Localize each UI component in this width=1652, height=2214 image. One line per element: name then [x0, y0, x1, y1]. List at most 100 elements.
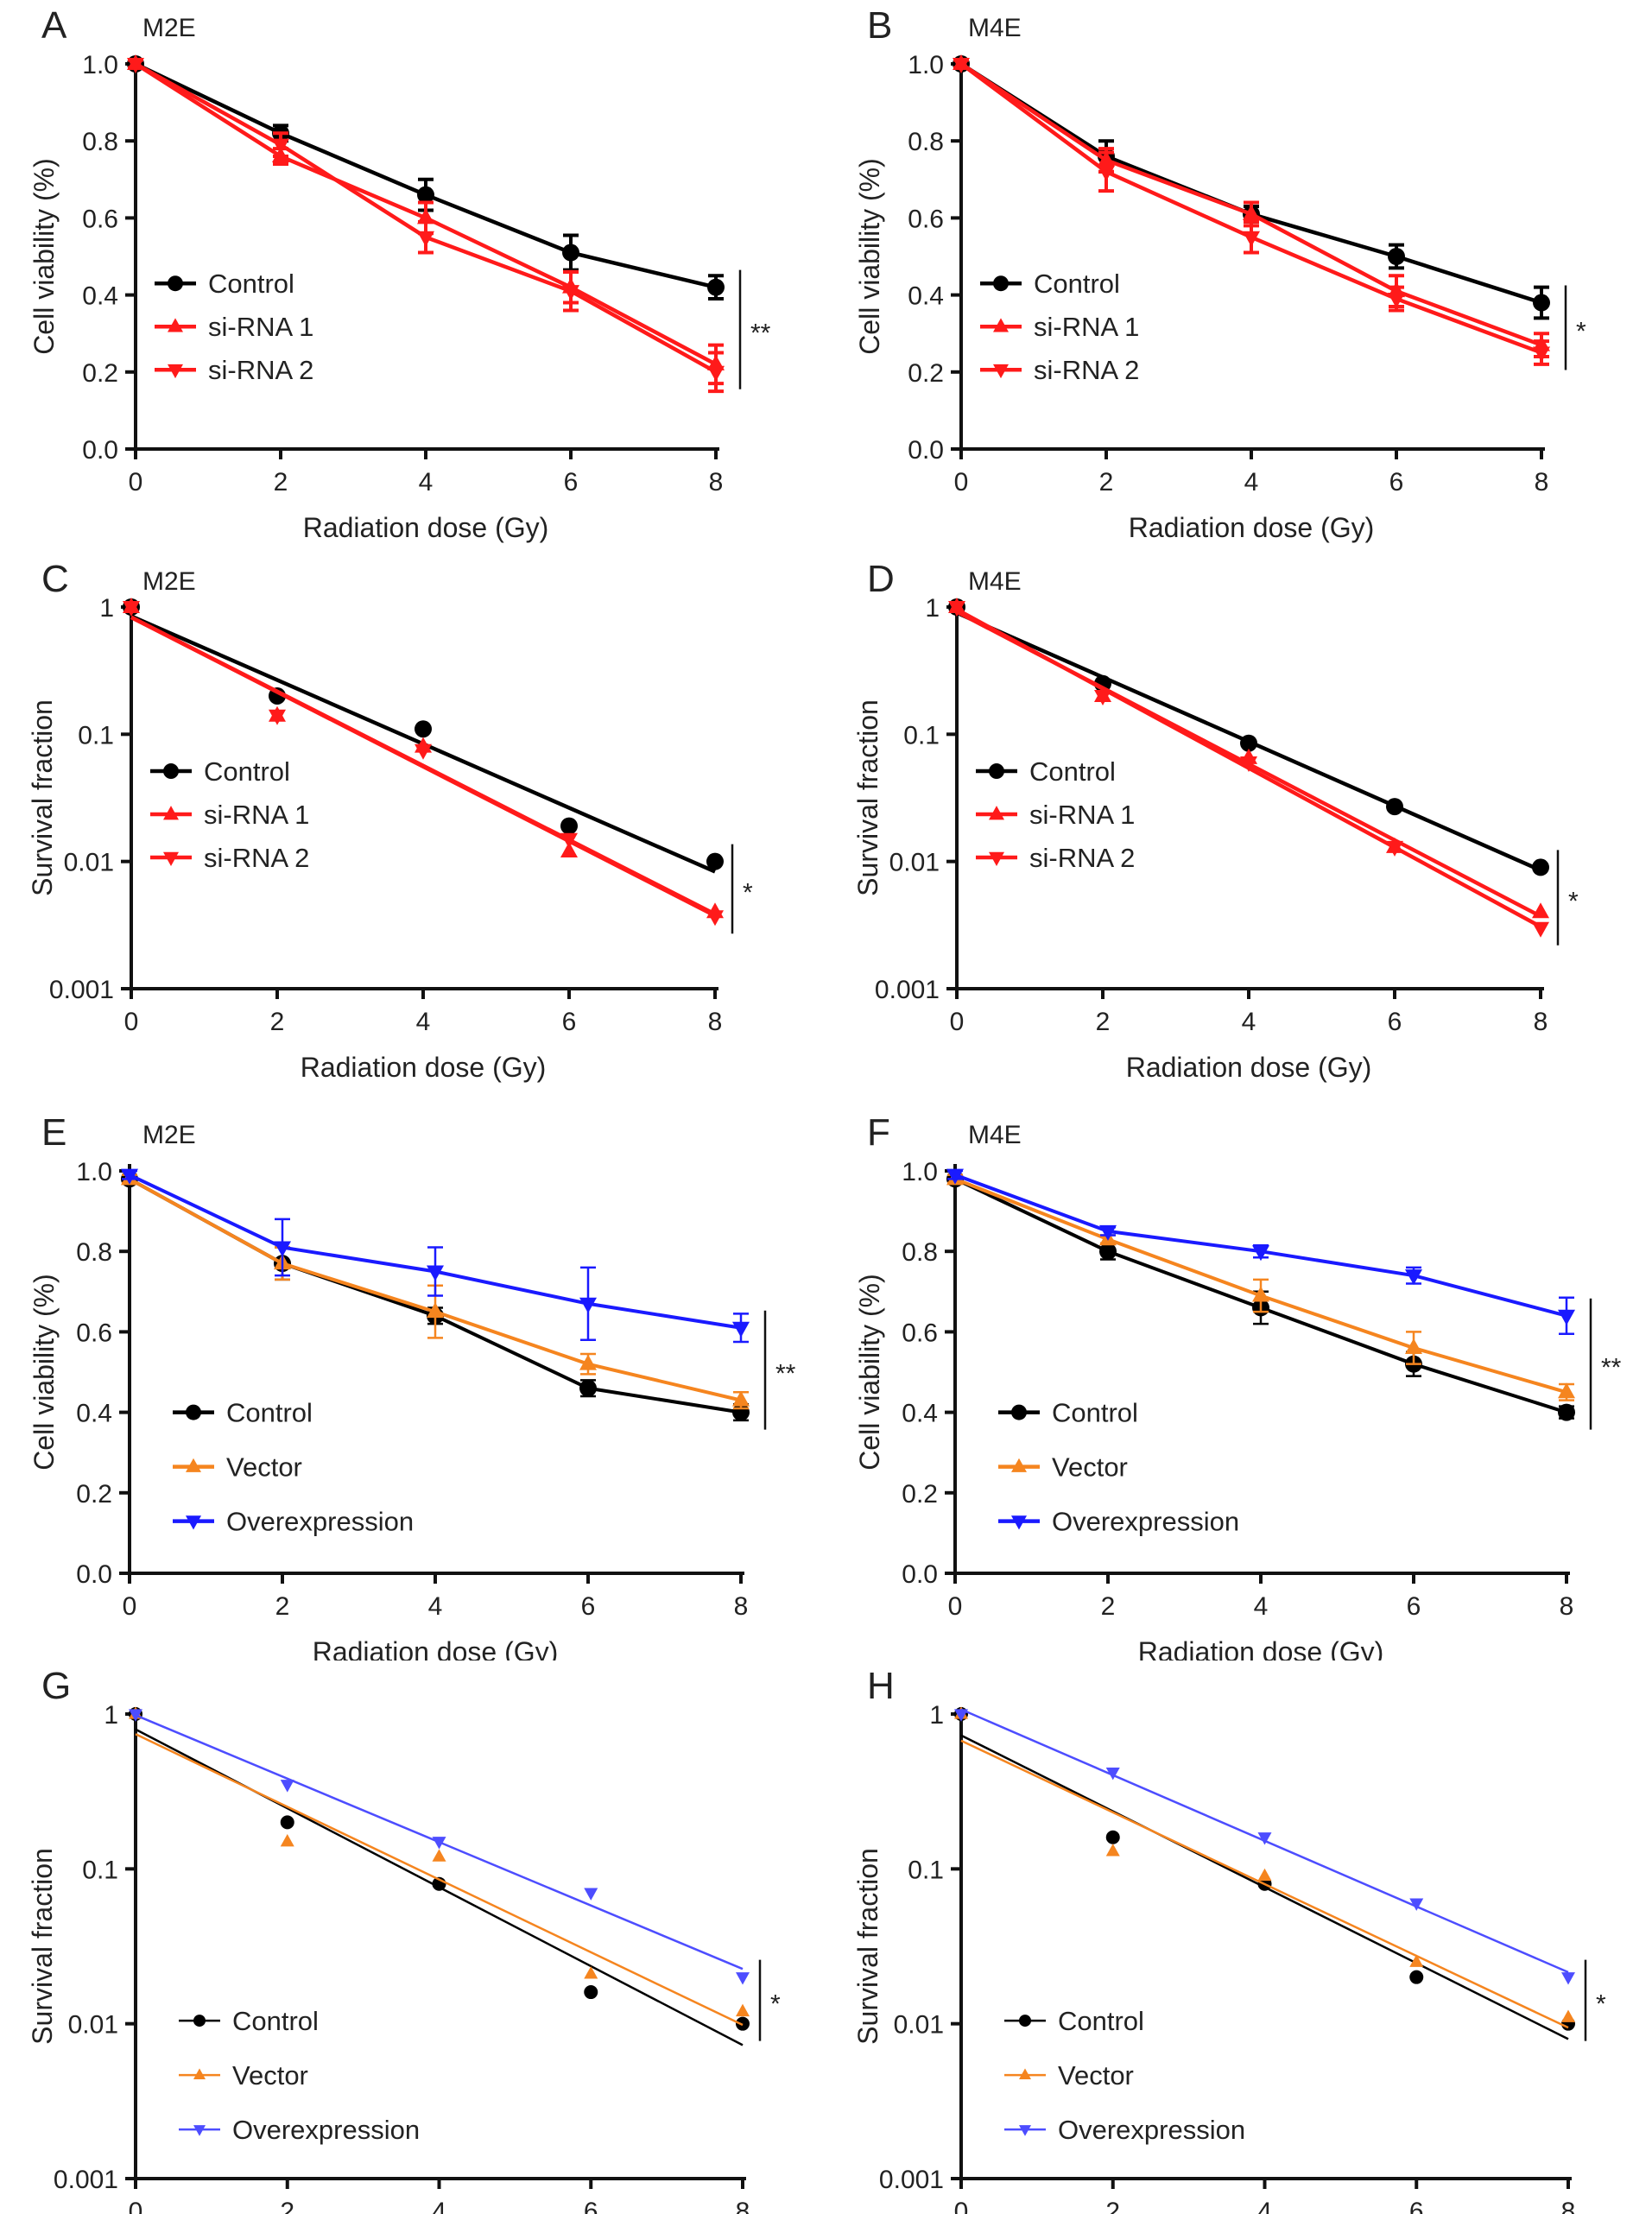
- x-tick-label: 6: [581, 1592, 596, 1621]
- series-si-rna-2: [123, 601, 724, 927]
- panel-subtitle: M4E: [968, 14, 1022, 42]
- legend-item: Control: [173, 1398, 313, 1428]
- legend-item: Overexpression: [173, 1507, 414, 1537]
- x-tick-label: 8: [1534, 1008, 1548, 1036]
- significance-label: *: [1596, 1990, 1606, 2019]
- data-point: [1561, 2009, 1575, 2022]
- legend-item: Vector: [998, 1452, 1128, 1483]
- legend-label: Vector: [226, 1452, 302, 1483]
- y-axis-label: Cell viability (%): [28, 158, 60, 355]
- panel-label: D: [867, 558, 895, 600]
- significance-label: **: [1601, 1354, 1622, 1382]
- data-point: [1240, 734, 1257, 752]
- y-tick-label: 0.1: [903, 721, 940, 750]
- x-tick-label: 4: [428, 1592, 443, 1621]
- series-si-rna-2: [953, 58, 1550, 366]
- chart-panel-C: C M2E 0 2 4 6 8 0.001 0.01 0.1 1 Radiation dose (Gy…: [27, 558, 753, 1083]
- y-tick-label: 0.4: [76, 1400, 112, 1428]
- legend-marker: [186, 1458, 201, 1472]
- x-tick-label: 8: [1561, 2198, 1576, 2214]
- series-control: [948, 598, 1549, 876]
- x-tick-label: 4: [1257, 2198, 1272, 2214]
- legend-item: Control: [998, 1398, 1138, 1428]
- legend-item: Overexpression: [998, 1507, 1239, 1537]
- legend-marker: [993, 275, 1009, 292]
- series-control: [127, 55, 725, 301]
- y-tick-label: 0.6: [82, 205, 118, 233]
- y-tick-label: 0.1: [82, 1856, 118, 1884]
- chart-panel-F: F M4E 0 2 4 6 8 0.0 0.2 0.4 0.6 0.8 1.0 Radiation dos…: [854, 1111, 1622, 1660]
- series-line: [959, 62, 1542, 305]
- data-point: [1252, 1245, 1269, 1262]
- x-tick-label: 6: [1407, 1592, 1421, 1621]
- data-point: [1561, 1972, 1575, 1985]
- y-tick-label: 1.0: [902, 1158, 938, 1186]
- x-tick-label: 8: [734, 1592, 749, 1621]
- data-point: [1240, 756, 1257, 773]
- data-point: [129, 1709, 142, 1722]
- legend-label: Control: [208, 269, 294, 299]
- x-tick-label: 2: [280, 2198, 294, 2214]
- data-point: [560, 817, 578, 835]
- fit-line: [960, 1739, 1569, 2029]
- data-point: [560, 832, 578, 849]
- legend-label: si-RNA 1: [204, 800, 309, 830]
- panel-label: F: [867, 1111, 890, 1154]
- data-point: [706, 852, 724, 870]
- legend-marker: [163, 806, 179, 820]
- data-point: [427, 1302, 444, 1319]
- y-tick-label: 0.0: [908, 436, 944, 465]
- data-point: [736, 2003, 750, 2017]
- legend-label: Control: [204, 756, 290, 787]
- y-tick-label: 1.0: [908, 51, 944, 79]
- y-tick-label: 0.1: [78, 721, 114, 750]
- data-point: [432, 1849, 446, 1862]
- x-tick-label: 8: [708, 1008, 723, 1036]
- series-overexpression: [121, 1168, 750, 1344]
- series-overexpression: [129, 1709, 750, 1985]
- y-tick-label: 1.0: [82, 51, 118, 79]
- panel-subtitle: M2E: [142, 567, 196, 596]
- data-point: [562, 285, 579, 301]
- data-point: [954, 1709, 968, 1722]
- x-tick-label: 4: [416, 1008, 431, 1036]
- y-tick-label: 0.8: [82, 128, 118, 156]
- data-point: [1532, 902, 1549, 919]
- data-point: [1558, 1403, 1575, 1421]
- y-tick-label: 0.2: [908, 359, 944, 388]
- data-point: [123, 601, 140, 617]
- data-point: [707, 365, 725, 382]
- legend-marker: [1019, 2015, 1031, 2027]
- legend-label: Vector: [232, 2060, 308, 2091]
- legend-label: si-RNA 2: [1029, 843, 1135, 873]
- y-tick-label: 0.6: [76, 1319, 112, 1347]
- chart-panel-E: E M2E 0 2 4 6 8 0.0 0.2 0.4 0.6 0.8 1.0 Radiation dos…: [28, 1111, 796, 1660]
- significance-label: **: [775, 1360, 796, 1388]
- legend-marker: [1011, 1515, 1027, 1530]
- y-tick-label: 0.1: [908, 1856, 944, 1884]
- legend-item: Overexpression: [1004, 2115, 1245, 2145]
- y-tick-label: 1: [99, 594, 114, 623]
- x-tick-label: 4: [419, 468, 434, 497]
- legend-label: si-RNA 1: [1034, 312, 1139, 342]
- legend-item: si-RNA 2: [980, 355, 1139, 385]
- legend-item: si-RNA 2: [976, 843, 1135, 873]
- data-point: [280, 1833, 294, 1847]
- legend-marker: [186, 1404, 201, 1420]
- series-vector: [946, 1169, 1575, 1401]
- data-point: [584, 1966, 598, 1979]
- legend-marker: [168, 318, 183, 332]
- data-point: [1252, 1286, 1269, 1302]
- legend-label: Control: [232, 2006, 319, 2036]
- legend-marker: [989, 806, 1004, 820]
- fit-line: [135, 1733, 744, 2027]
- data-point: [560, 842, 578, 858]
- panel-label: B: [867, 4, 892, 47]
- legend-item: si-RNA 2: [150, 843, 309, 873]
- data-point: [1405, 1338, 1422, 1355]
- chart-panel-A: A M2E 0 2 4 6 8 0.0 0.2 0.4 0.6 0.8 1.0 Radiation dos…: [28, 4, 771, 543]
- x-axis-label: Radiation dose (Gy): [1126, 1052, 1372, 1083]
- legend-label: Overexpression: [232, 2115, 420, 2145]
- y-axis-label: Cell viability (%): [28, 1274, 60, 1471]
